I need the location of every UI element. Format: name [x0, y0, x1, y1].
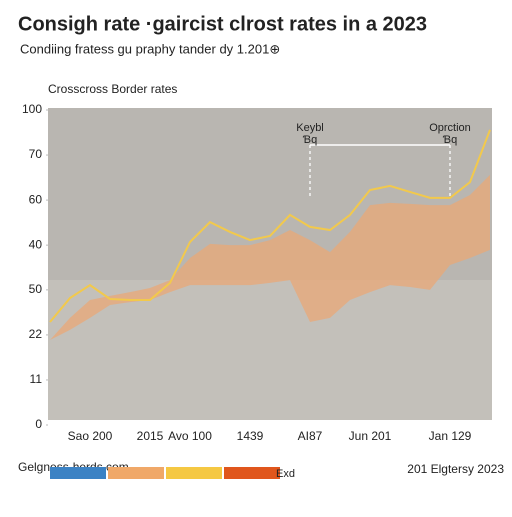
- x-tick-label: 1439: [237, 429, 264, 443]
- x-tick-label: AI87: [298, 429, 323, 443]
- y-tick-label: 0: [35, 417, 42, 431]
- legend-swatch: [224, 467, 280, 479]
- x-tick-label: Avo 100: [168, 429, 212, 443]
- chart-title: Consigh rate ·gaircist clrost rates in a…: [18, 13, 427, 35]
- annotation-text: Oprction: [429, 122, 471, 134]
- x-tick-label: Sao 200: [68, 429, 113, 443]
- y-tick-label: 60: [29, 192, 43, 206]
- y-tick-label: 70: [29, 147, 43, 161]
- axis-title: Crosscross Border rates: [48, 82, 177, 96]
- line: [49, 129, 491, 323]
- plot-lower-area: [48, 280, 492, 420]
- legend-swatch: [166, 467, 222, 479]
- x-tick-label: 2015: [137, 429, 164, 443]
- annotation-text: Keybl: [296, 122, 324, 134]
- y-tick-label: 100: [22, 102, 42, 116]
- y-tick-label: 22: [29, 327, 43, 341]
- x-tick-label: Jan 129: [429, 429, 472, 443]
- annotation-text: Ɓq: [303, 134, 317, 146]
- annotation-text: Ɓq: [443, 134, 457, 146]
- legend-label: Exd: [276, 468, 295, 480]
- y-tick-label: 11: [30, 372, 43, 386]
- chart-subtitle: Condiing fratess gu praphy tander dy 1.2…: [20, 41, 280, 56]
- band-area: [50, 174, 490, 340]
- footer-right: 201 Elgtersy 2023: [407, 462, 504, 476]
- x-tick-label: Jun 201: [349, 429, 392, 443]
- legend-swatch: [50, 467, 106, 479]
- y-tick-label: 40: [29, 237, 43, 251]
- y-tick-label: 50: [29, 282, 43, 296]
- legend-swatch: [108, 467, 164, 479]
